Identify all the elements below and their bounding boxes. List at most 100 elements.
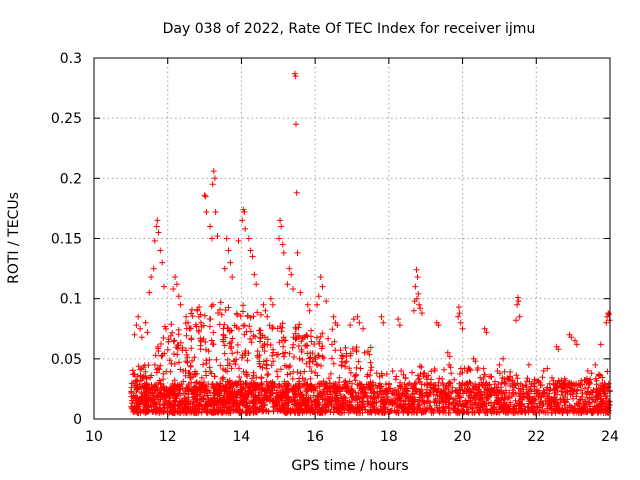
- data-point: [366, 381, 373, 388]
- data-point: [594, 392, 601, 399]
- data-point: [549, 374, 555, 381]
- data-point: [145, 362, 152, 369]
- data-point: [246, 388, 253, 394]
- data-point: [313, 361, 320, 367]
- data-point: [279, 387, 286, 394]
- data-point: [176, 390, 183, 397]
- data-point: [315, 352, 322, 359]
- data-point: [294, 249, 301, 256]
- data-point: [128, 389, 135, 396]
- data-point: [467, 380, 474, 387]
- data-point: [335, 405, 342, 412]
- data-point: [169, 329, 176, 336]
- data-point: [482, 371, 488, 378]
- data-point: [327, 370, 334, 377]
- data-point: [415, 290, 422, 297]
- data-point: [202, 368, 209, 375]
- data-point: [278, 383, 285, 390]
- data-point: [242, 225, 249, 232]
- data-point: [457, 319, 464, 326]
- data-point: [423, 374, 430, 380]
- data-point: [355, 358, 362, 365]
- data-point: [223, 235, 230, 242]
- data-point: [410, 307, 417, 314]
- data-point: [221, 342, 228, 349]
- data-point: [531, 386, 538, 393]
- data-point: [575, 408, 582, 414]
- data-point: [378, 370, 385, 377]
- data-point: [270, 407, 277, 414]
- data-point: [186, 325, 193, 332]
- data-point: [480, 365, 487, 372]
- data-point: [150, 400, 157, 407]
- data-point: [584, 389, 591, 396]
- data-point: [279, 241, 286, 248]
- data-point: [253, 281, 260, 288]
- data-point: [439, 375, 446, 382]
- data-point: [268, 362, 275, 369]
- data-point: [153, 223, 160, 230]
- data-point: [155, 396, 162, 403]
- data-point: [468, 401, 475, 408]
- data-point: [189, 313, 196, 320]
- data-point: [440, 390, 447, 397]
- data-point: [157, 391, 163, 398]
- data-point: [396, 390, 403, 397]
- data-point: [193, 370, 200, 377]
- data-point: [188, 345, 195, 352]
- data-point: [203, 209, 210, 215]
- data-point: [377, 403, 384, 410]
- data-point: [354, 313, 361, 320]
- data-point: [484, 407, 490, 413]
- data-point: [389, 408, 396, 414]
- data-point: [257, 338, 263, 345]
- data-point: [196, 313, 202, 320]
- data-point: [256, 352, 263, 359]
- data-point: [138, 389, 145, 396]
- x-tick-label: 16: [306, 429, 324, 445]
- data-point: [401, 403, 408, 410]
- data-point: [323, 388, 330, 395]
- data-point: [146, 289, 153, 296]
- data-point: [378, 313, 385, 320]
- data-point: [302, 334, 308, 340]
- data-point: [488, 386, 495, 393]
- data-point: [171, 382, 178, 389]
- data-point: [237, 408, 244, 415]
- data-point: [171, 351, 177, 357]
- data-point: [319, 283, 326, 290]
- data-point: [304, 388, 311, 394]
- data-point: [130, 371, 136, 378]
- data-point: [467, 394, 474, 401]
- data-point: [254, 348, 261, 355]
- y-tick-label: 0.15: [51, 232, 82, 248]
- data-point: [274, 395, 281, 402]
- data-point: [346, 387, 352, 394]
- data-point: [436, 400, 443, 407]
- data-point: [339, 358, 346, 365]
- data-point: [513, 372, 520, 379]
- data-point: [301, 368, 308, 375]
- data-point: [277, 366, 284, 373]
- data-point: [507, 406, 514, 413]
- data-point: [177, 366, 184, 373]
- data-point: [561, 382, 568, 388]
- data-point: [584, 367, 591, 374]
- data-point: [364, 385, 371, 392]
- data-point: [203, 401, 210, 408]
- data-point: [225, 247, 232, 254]
- data-point: [260, 301, 267, 308]
- data-point: [390, 391, 397, 398]
- data-point: [269, 352, 276, 359]
- data-point: [276, 235, 282, 242]
- data-point: [559, 405, 566, 412]
- data-point: [596, 371, 602, 378]
- data-point: [307, 409, 314, 416]
- data-point: [193, 391, 200, 398]
- data-point: [237, 380, 244, 387]
- data-point: [513, 390, 519, 397]
- data-point: [361, 349, 368, 356]
- data-point: [261, 334, 268, 341]
- data-point: [530, 409, 537, 416]
- data-point: [170, 286, 177, 292]
